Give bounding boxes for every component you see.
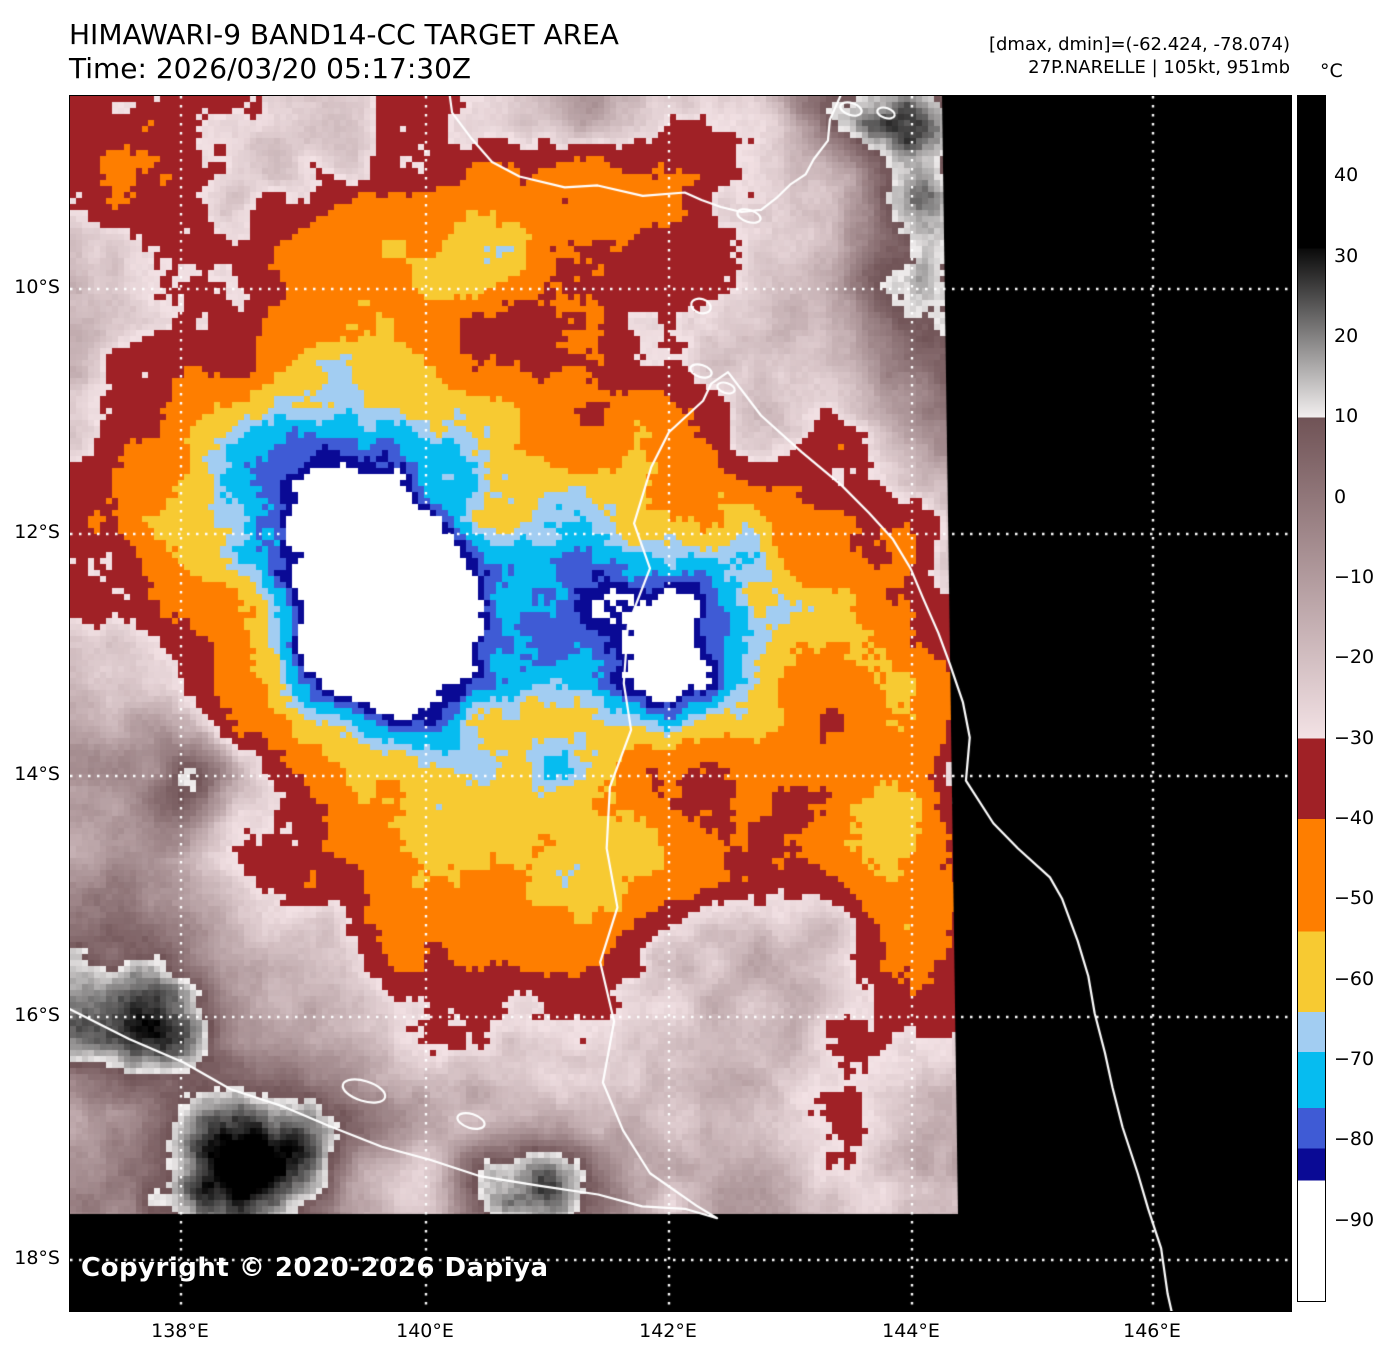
colorbar-tick-label: −50 — [1334, 887, 1375, 910]
x-tick-label: 142°E — [639, 1320, 697, 1342]
colorbar-tick-label: −70 — [1334, 1048, 1375, 1070]
colorbar-tick-label: −30 — [1334, 726, 1375, 749]
y-tick-label: 14°S — [14, 763, 60, 785]
annotation-block: [dmax, dmin]=(-62.424, -78.074) 27P.NARE… — [989, 33, 1290, 79]
colorbar-tick-label: −20 — [1334, 646, 1375, 669]
plot-title: HIMAWARI-9 BAND14-CC TARGET AREA — [69, 18, 619, 51]
colorbar-tick-label: −90 — [1334, 1208, 1375, 1231]
colorbar-tick-label: −80 — [1334, 1128, 1375, 1151]
colorbar-tick-label: 20 — [1334, 325, 1359, 347]
storm-annotation: 27P.NARELLE | 105kt, 951mb — [1028, 57, 1290, 78]
colorbar-tick-label: −40 — [1334, 807, 1375, 829]
y-tick-label: 10°S — [14, 276, 60, 298]
colorbar-tick-label: −10 — [1334, 566, 1375, 588]
x-tick-label: 144°E — [882, 1320, 940, 1342]
map-axes: Copyright © 2020-2026 Dapiya — [69, 95, 1292, 1312]
dmax-dmin-annotation: [dmax, dmin]=(-62.424, -78.074) — [988, 34, 1290, 55]
colorbar-tick-label: −60 — [1334, 967, 1375, 990]
satellite-map-canvas — [70, 96, 1291, 1311]
y-tick-label: 12°S — [14, 521, 60, 543]
y-tick-label: 16°S — [14, 1004, 60, 1026]
x-tick-label: 138°E — [151, 1320, 209, 1342]
x-tick-label: 140°E — [396, 1320, 454, 1342]
colorbar-tick-label: 0 — [1334, 485, 1347, 508]
colorbar-tick-label: 40 — [1334, 164, 1359, 187]
colorbar-tick-label: 10 — [1334, 405, 1359, 428]
colorbar-unit-label: °C — [1320, 60, 1343, 82]
colorbar — [1297, 95, 1326, 1302]
timestamp: Time: 2026/03/20 05:17:30Z — [69, 52, 472, 85]
x-tick-label: 146°E — [1123, 1320, 1181, 1342]
title-block: HIMAWARI-9 BAND14-CC TARGET AREA Time: 2… — [69, 18, 619, 86]
colorbar-tick-label: 30 — [1334, 244, 1359, 267]
y-tick-label: 18°S — [14, 1247, 60, 1269]
copyright-watermark: Copyright © 2020-2026 Dapiya — [81, 1253, 549, 1283]
